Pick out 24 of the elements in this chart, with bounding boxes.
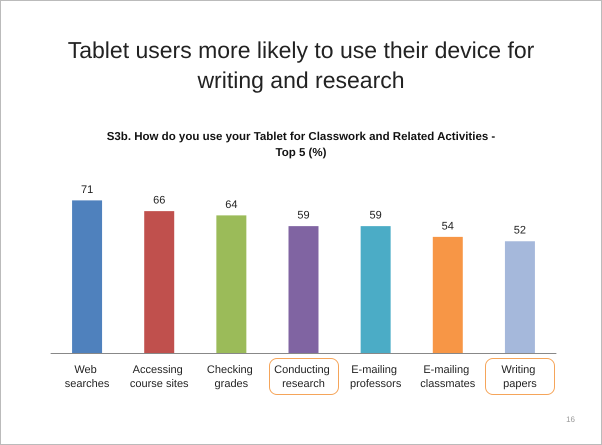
bar: [144, 211, 174, 353]
x-tick-label: E-mailing classmates: [420, 364, 476, 390]
x-tick-label: Web searches: [64, 364, 110, 390]
chart-subtitle: S3b. How do you use your Tablet for Classwork and Related Activities - Top 5 (%): [106, 130, 496, 161]
bar: [216, 215, 246, 353]
data-label: 52: [514, 224, 526, 237]
data-label: 71: [80, 184, 94, 196]
text: 16: [566, 415, 575, 424]
bar: [432, 236, 463, 353]
bar: [288, 226, 318, 353]
data-label: 64: [225, 198, 238, 211]
x-tick-label: Checking grades: [206, 364, 256, 390]
x-tick-label: Conducting research: [274, 364, 333, 390]
data-label: 66: [153, 194, 166, 207]
bar: [360, 226, 391, 353]
x-tick-label: Accessing course sites: [130, 364, 190, 390]
chart-title: Tablet users more likely to use their device for writing and research: [66, 36, 536, 95]
bar: [72, 200, 102, 353]
data-label: 54: [442, 220, 454, 232]
bar: [504, 241, 535, 353]
data-label: 59: [297, 210, 310, 222]
data-label: 59: [370, 210, 382, 222]
x-tick-label: Writing papers: [501, 364, 538, 390]
x-tick-label: E-mailing professors: [350, 364, 402, 390]
